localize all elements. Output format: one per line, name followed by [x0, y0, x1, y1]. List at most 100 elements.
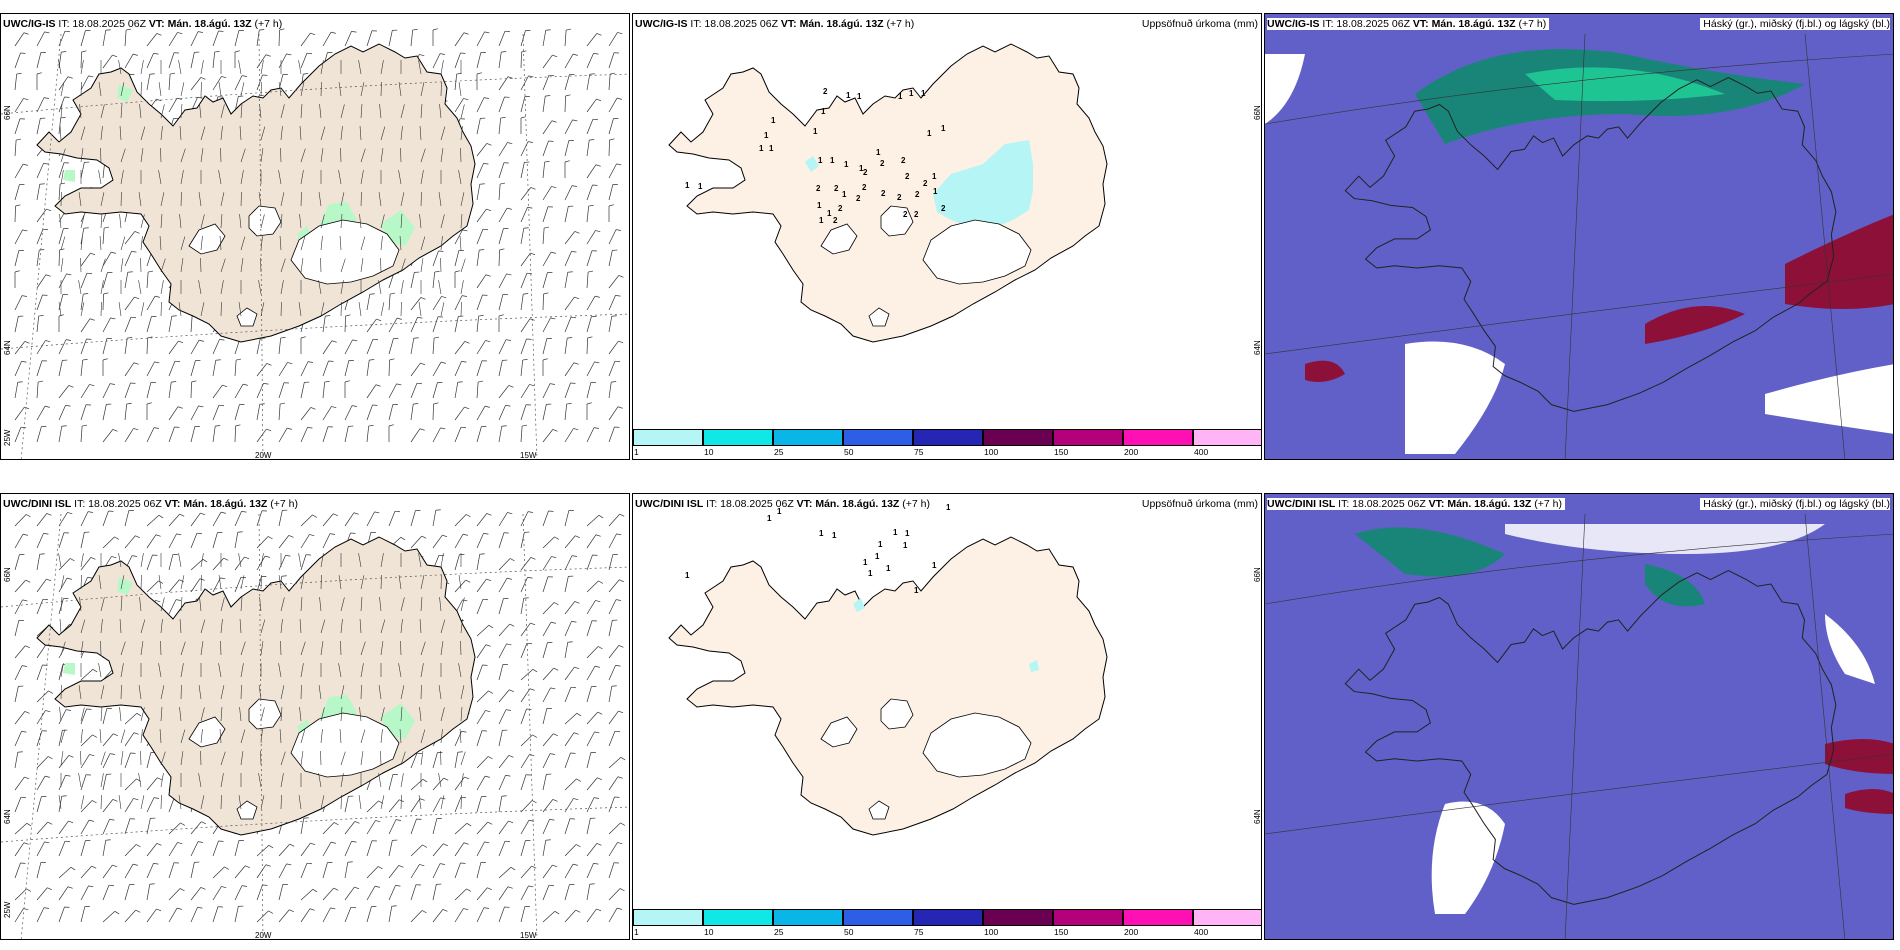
high-cloud-field — [1525, 67, 1725, 102]
panel-title: UWC/IG-IS IT: 18.08.2025 06Z VT: Mán. 18… — [635, 18, 915, 30]
colorbar-swatch — [1193, 909, 1261, 926]
lat-label-64: 64N — [3, 340, 12, 355]
precip-amount-label: 1 — [813, 127, 818, 136]
precip-amount-label: 1 — [868, 569, 873, 578]
colorbar-swatch — [983, 909, 1053, 926]
mid-cloud-field — [1645, 306, 1745, 344]
colorbar-tick-label: 200 — [1124, 447, 1139, 457]
colorbar-swatch — [633, 429, 703, 446]
precip-amount-label: 1 — [764, 131, 769, 140]
lat-label-64: 64N — [1253, 809, 1262, 824]
colorbar-swatch — [843, 429, 913, 446]
lon-label-corner: 25W — [3, 429, 12, 446]
colorbar-swatch — [703, 909, 773, 926]
precip-colorbar: 1 10 25 50 75 100 150 200 400 — [633, 909, 1261, 939]
lon-label-20w: 20W — [255, 931, 272, 940]
lon-label-corner: 25W — [3, 901, 12, 918]
lat-label-66: 66N — [1253, 105, 1262, 120]
precip-amount-label: 1 — [905, 529, 910, 538]
glacier — [868, 800, 890, 820]
precip-amount-label: 1 — [933, 187, 938, 196]
colorbar-tick-label: 100 — [984, 447, 999, 457]
colorbar-swatch — [1123, 429, 1193, 446]
colorbar-tick-label: 150 — [1054, 447, 1069, 457]
lon-label-15w: 15W — [520, 451, 537, 460]
precip-amount-label: 1 — [771, 116, 776, 125]
mid-cloud-field — [1845, 789, 1893, 814]
glacier — [922, 712, 1032, 778]
lat-label-66: 66N — [3, 105, 12, 120]
colorbar-swatch — [773, 429, 843, 446]
precip-amount-label: 1 — [863, 558, 868, 567]
clear-sky — [1825, 614, 1875, 684]
precip-amount-label: 2 — [914, 210, 919, 219]
cloud-panel-top: UWC/IG-IS IT: 18.08.2025 06Z VT: Mán. 18… — [1264, 13, 1894, 460]
cloud-title: Háský (gr.), miðský (fj.bl.) og lágský (… — [1700, 18, 1890, 30]
coastline — [1344, 570, 1837, 905]
precip-amount-label: 1 — [777, 507, 782, 516]
precip-area — [853, 598, 865, 612]
mid-cloud-field — [1305, 360, 1345, 382]
precip-amount-label: 2 — [838, 204, 843, 213]
precip-amount-label: 2 — [856, 194, 861, 203]
clear-sky — [1765, 364, 1893, 434]
clear-sky — [1265, 54, 1305, 124]
glacier — [248, 698, 282, 730]
cloud-panel-bottom: UWC/DINI ISL IT: 18.08.2025 06Z VT: Mán.… — [1264, 493, 1894, 940]
lon-label-15w: 15W — [520, 931, 537, 940]
colorbar-swatch — [843, 909, 913, 926]
precip-amount-label: 2 — [834, 184, 839, 193]
wind-barbs-land — [58, 60, 466, 317]
precip-amount-label: 1 — [827, 209, 832, 218]
cloud-title: Háský (gr.), miðský (fj.bl.) og lágský (… — [1700, 498, 1890, 510]
precip-area — [805, 156, 819, 172]
graticule — [1265, 513, 1893, 939]
glacier — [820, 716, 858, 748]
precip-title: Uppsöfnuð úrkoma (mm) — [1141, 498, 1258, 510]
precip-amount-label: 1 — [932, 561, 937, 570]
lat-label-66: 66N — [1253, 567, 1262, 582]
colorbar-swatch — [703, 429, 773, 446]
precip-amount-label: 1 — [893, 528, 898, 537]
precip-amount-label: 1 — [769, 144, 774, 153]
high-cloud-field — [1355, 527, 1505, 577]
rain-patch — [117, 577, 133, 595]
glacier — [880, 205, 914, 237]
precip-amount-label: 2 — [941, 204, 946, 213]
colorbar-swatch — [913, 909, 983, 926]
glacier — [188, 716, 226, 748]
colorbar-tick-label: 1 — [634, 927, 639, 937]
cloud-map — [1265, 494, 1893, 939]
lat-label-64: 64N — [3, 809, 12, 824]
precip-amount-label: 1 — [830, 156, 835, 165]
precip-amount-label: 2 — [823, 87, 828, 96]
precip-amount-label: 1 — [898, 92, 903, 101]
precip-amount-label: 2 — [816, 184, 821, 193]
precip-amount-label: 1 — [857, 92, 862, 101]
graticule — [1, 33, 629, 459]
glacier — [290, 219, 400, 285]
colorbar-swatch — [1053, 429, 1123, 446]
lat-label-66: 66N — [3, 567, 12, 582]
panel-title: UWC/IG-IS IT: 18.08.2025 06Z VT: Mán. 18… — [3, 18, 283, 30]
precip-amount-label: 1 — [927, 129, 932, 138]
colorbar-swatch — [1193, 429, 1261, 446]
precip-amount-label: 2 — [897, 193, 902, 202]
precip-amount-label: 1 — [819, 216, 824, 225]
precip-amount-label: 1 — [685, 181, 690, 190]
cloud-map — [1265, 14, 1893, 459]
colorbar-swatch — [1123, 909, 1193, 926]
precip-amount-label: 1 — [946, 503, 951, 512]
wind-panel-bottom: UWC/DINI ISL IT: 18.08.2025 06Z VT: Mán.… — [0, 493, 630, 940]
precip-amount-label: 1 — [886, 564, 891, 573]
colorbar-tick-label: 25 — [774, 927, 784, 937]
glacier — [820, 223, 858, 255]
colorbar-tick-label: 100 — [984, 927, 999, 937]
wind-barbs-land — [58, 553, 466, 810]
colorbar-tick-label: 50 — [844, 447, 854, 457]
colorbar-tick-label: 50 — [844, 927, 854, 937]
precip-panel-top: UWC/IG-IS IT: 18.08.2025 06Z VT: Mán. 18… — [632, 13, 1262, 460]
